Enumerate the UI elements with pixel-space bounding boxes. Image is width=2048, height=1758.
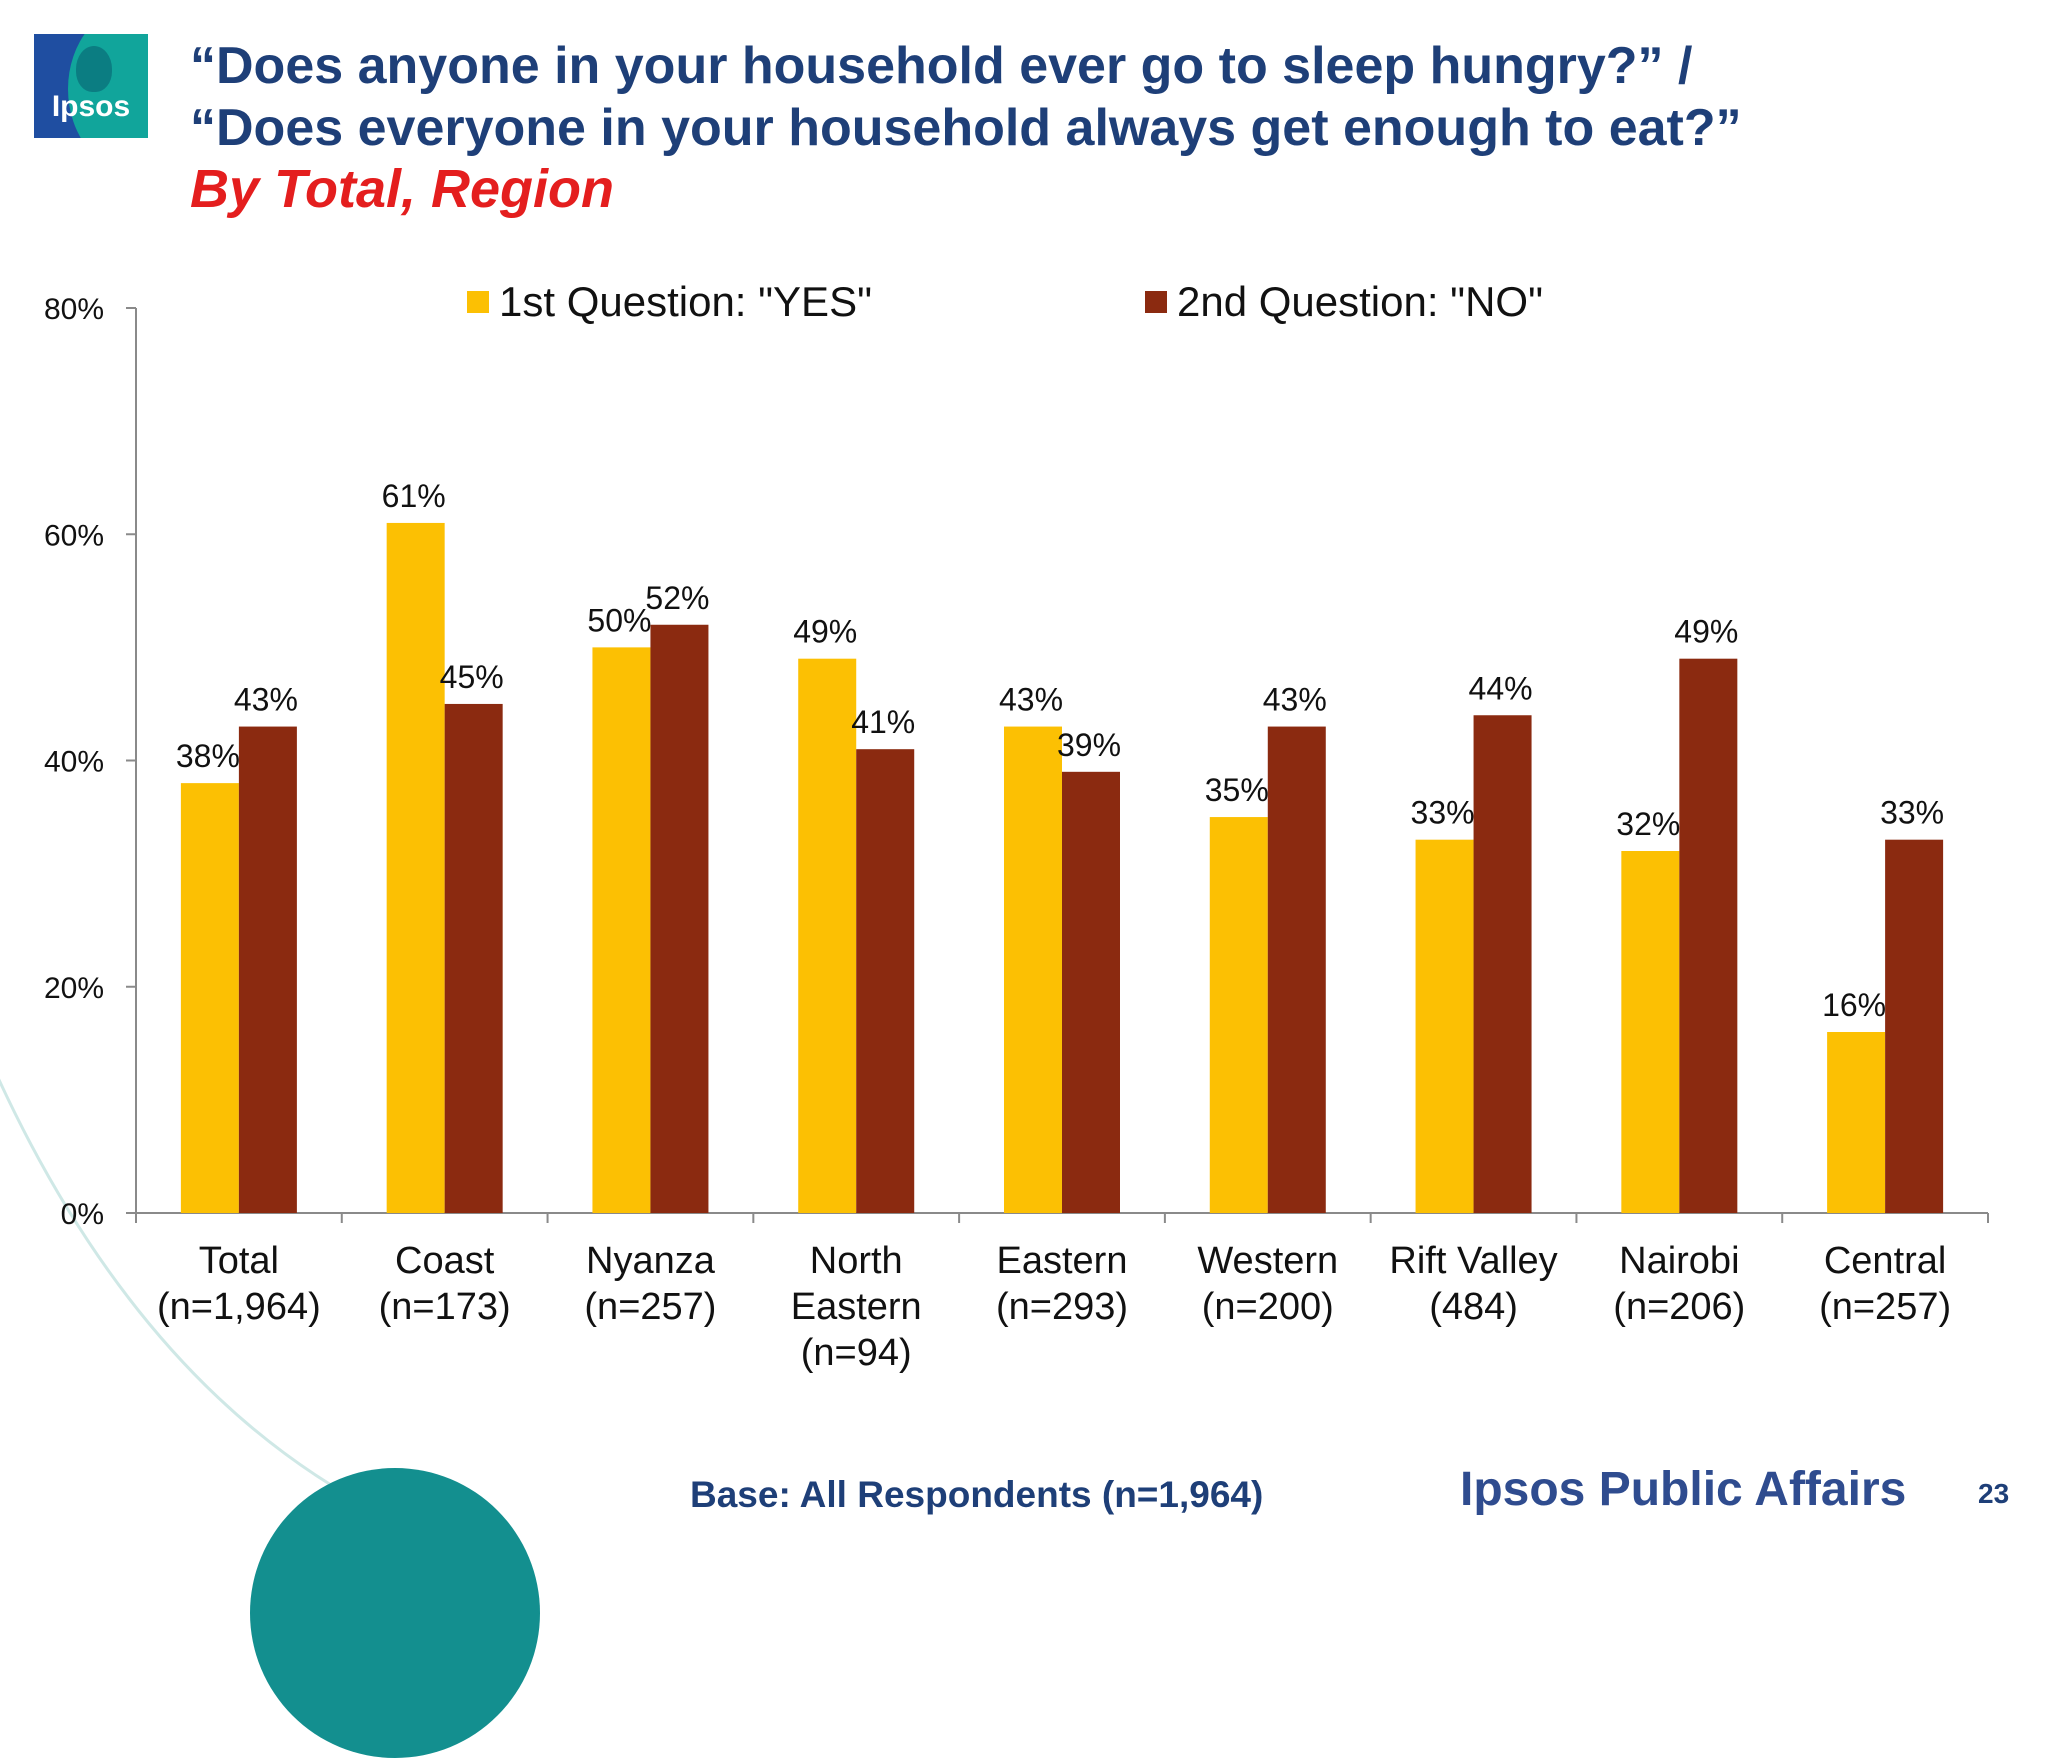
x-category-label: (484) xyxy=(1429,1286,1518,1328)
legend-swatch-no xyxy=(1145,291,1167,313)
legend-swatch-yes xyxy=(467,291,489,313)
bar-yes xyxy=(1209,817,1268,1213)
data-label-no: 44% xyxy=(1469,670,1533,706)
x-category-label: (n=200) xyxy=(1202,1286,1334,1328)
data-label-yes: 49% xyxy=(793,614,857,650)
legend: 1st Question: "YES" 2nd Question: "NO" xyxy=(0,278,2048,334)
chart-subtitle: By Total, Region xyxy=(190,159,615,219)
legend-label-no: 2nd Question: "NO" xyxy=(1177,278,1544,325)
x-category-label: Eastern xyxy=(791,1286,922,1328)
x-category-label: (n=293) xyxy=(996,1286,1128,1328)
data-label-no: 43% xyxy=(1263,682,1327,718)
decorative-circle xyxy=(250,1468,540,1758)
x-category-label: (n=173) xyxy=(379,1286,511,1328)
x-category-label: (n=257) xyxy=(1819,1286,1951,1328)
data-label-no: 41% xyxy=(851,704,915,740)
ipsos-logo: Ipsos xyxy=(34,34,148,138)
data-label-yes: 50% xyxy=(587,602,651,638)
y-tick-label: 40% xyxy=(44,746,104,779)
data-label-no: 43% xyxy=(234,682,298,718)
data-label-yes: 61% xyxy=(382,478,446,514)
bar-yes xyxy=(1415,839,1474,1213)
bar-no xyxy=(856,749,915,1213)
data-label-no: 49% xyxy=(1674,614,1738,650)
x-category-label: (n=94) xyxy=(801,1332,912,1374)
x-category-label: Central xyxy=(1824,1240,1947,1282)
y-tick-label: 60% xyxy=(44,519,104,552)
bar-no xyxy=(1679,658,1738,1213)
bar-yes xyxy=(180,783,239,1213)
y-tick-label: 80% xyxy=(44,293,104,326)
brand-name: Ipsos Public Affairs xyxy=(1460,1463,1907,1516)
x-category-label: Nyanza xyxy=(586,1240,716,1282)
data-label-yes: 35% xyxy=(1205,772,1269,808)
data-label-yes: 33% xyxy=(1411,795,1475,831)
data-label-yes: 43% xyxy=(999,682,1063,718)
bar-no xyxy=(1885,839,1944,1213)
x-category-label: Coast xyxy=(395,1240,495,1282)
bar-yes xyxy=(798,658,857,1213)
chart: 0% 20% 40% 60% 80% 38% 43% Total(n=1,964) 61% 45… xyxy=(0,293,1989,1536)
logo-text: Ipsos xyxy=(51,90,131,123)
y-tick-label: 20% xyxy=(44,972,104,1005)
data-label-no: 45% xyxy=(440,659,504,695)
x-category-label: Rift Valley xyxy=(1389,1240,1557,1282)
legend-label-yes: 1st Question: "YES" xyxy=(499,278,872,325)
chart-title-line-1: “Does anyone in your household ever go t… xyxy=(190,37,1693,95)
x-category-label: (n=206) xyxy=(1613,1286,1745,1328)
y-tick-label: 0% xyxy=(61,1198,104,1231)
bar-yes xyxy=(1827,1032,1886,1213)
bar-no xyxy=(650,624,709,1213)
base-note: Base: All Respondents (n=1,964) xyxy=(690,1474,1264,1515)
bar-yes xyxy=(386,522,445,1213)
legend-item-no: 2nd Question: "NO" xyxy=(1145,278,1543,326)
bar-yes xyxy=(592,647,651,1213)
data-label-no: 52% xyxy=(645,580,709,616)
x-category-label: Total xyxy=(199,1240,279,1282)
x-category-label: Eastern xyxy=(997,1240,1128,1282)
bar-yes xyxy=(1621,851,1680,1213)
x-category-label: Western xyxy=(1197,1240,1338,1282)
bar-no xyxy=(1062,771,1120,1213)
x-category-label: Nairobi xyxy=(1619,1240,1739,1282)
page-number: 23 xyxy=(1978,1478,2010,1509)
data-label-yes: 16% xyxy=(1822,987,1886,1023)
logo-head-icon xyxy=(76,46,112,92)
bar-no xyxy=(1267,726,1326,1213)
bar-yes xyxy=(1004,726,1062,1213)
data-label-no: 39% xyxy=(1057,727,1121,763)
legend-item-yes: 1st Question: "YES" xyxy=(467,278,872,326)
bar-no xyxy=(1473,715,1532,1213)
x-category-label: (n=1,964) xyxy=(157,1286,321,1328)
data-label-yes: 38% xyxy=(176,738,240,774)
data-label-no: 33% xyxy=(1880,795,1944,831)
x-category-label: North xyxy=(810,1240,903,1282)
x-category-label: (n=257) xyxy=(584,1286,716,1328)
bar-no xyxy=(238,726,297,1213)
bar-no xyxy=(444,703,503,1213)
data-label-yes: 32% xyxy=(1616,806,1680,842)
chart-title-line-2: “Does everyone in your household always … xyxy=(190,99,1742,157)
